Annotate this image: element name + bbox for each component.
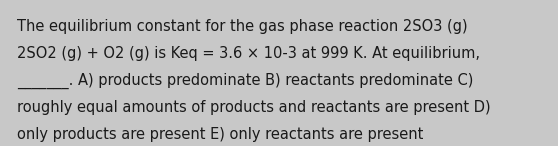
Text: roughly equal amounts of products and reactants are present D): roughly equal amounts of products and re… bbox=[17, 100, 490, 115]
Text: _______. A) products predominate B) reactants predominate C): _______. A) products predominate B) reac… bbox=[17, 73, 473, 89]
Text: The equilibrium constant for the gas phase reaction 2SO3 (g): The equilibrium constant for the gas pha… bbox=[17, 19, 468, 34]
Text: 2SO2 (g) + O2 (g) is Keq = 3.6 × 10-3 at 999 K. At equilibrium,: 2SO2 (g) + O2 (g) is Keq = 3.6 × 10-3 at… bbox=[17, 46, 480, 61]
Text: only products are present E) only reactants are present: only products are present E) only reacta… bbox=[17, 127, 423, 142]
